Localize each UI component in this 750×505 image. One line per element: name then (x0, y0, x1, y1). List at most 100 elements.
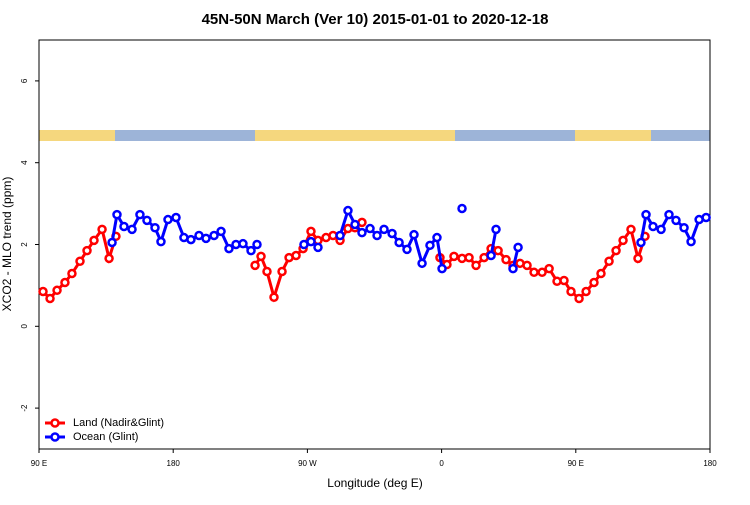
data-point (238, 238, 248, 249)
y-tick-label: 4 (20, 160, 29, 165)
data-point (686, 236, 696, 247)
data-point (464, 252, 474, 263)
chart-title: 45N-50N March (Ver 10) 2015-01-01 to 202… (202, 11, 549, 28)
x-tick-label: 90 E (31, 459, 47, 468)
data-point (394, 237, 404, 248)
map-strip (39, 130, 710, 141)
data-point (537, 267, 547, 278)
data-point (679, 222, 689, 233)
x-tick-label: 90 E (568, 459, 584, 468)
data-point (107, 237, 117, 248)
data-point (508, 263, 518, 274)
data-point (246, 245, 256, 256)
data-point (626, 224, 636, 235)
x-tick-label: 90 W (298, 459, 317, 468)
data-point (52, 285, 62, 296)
data-point (501, 254, 511, 265)
y-tick-label: 0 (20, 324, 29, 329)
data-point (633, 253, 643, 264)
legend-marker (50, 418, 60, 428)
data-point (522, 260, 532, 271)
data-point (216, 226, 226, 237)
data-point (449, 251, 459, 262)
plot-frame (38, 39, 711, 450)
x-tick-label: 0 (439, 459, 444, 468)
y-tick-label: -2 (20, 404, 29, 412)
data-point (142, 215, 152, 226)
data-point (335, 230, 345, 241)
data-point (425, 240, 435, 251)
y-tick-label: 6 (20, 78, 29, 83)
legend-label: Ocean (Glint) (73, 431, 138, 443)
legend-label: Land (Nadir&Glint) (73, 417, 164, 429)
data-point (67, 268, 77, 279)
data-point (596, 268, 606, 279)
data-point (171, 212, 181, 223)
data-point (89, 235, 99, 246)
data-point (486, 250, 496, 261)
data-point (357, 227, 367, 238)
data-point (156, 236, 166, 247)
data-point (97, 224, 107, 235)
data-point (291, 250, 301, 261)
legend-marker (50, 432, 60, 442)
data-point (252, 239, 262, 250)
data-point (544, 263, 554, 274)
data-point (574, 293, 584, 304)
data-point (372, 230, 382, 241)
data-point (277, 266, 287, 277)
data-point (306, 236, 316, 247)
x-axis-label: Longitude (deg E) (327, 476, 422, 490)
data-point (589, 277, 599, 288)
data-point (636, 237, 646, 248)
data-point (387, 228, 397, 239)
data-point (150, 222, 160, 233)
data-point (611, 245, 621, 256)
data-point (656, 224, 666, 235)
data-point (313, 242, 323, 253)
data-point (75, 256, 85, 267)
data-point (224, 243, 234, 254)
data-point (60, 277, 70, 288)
data-point (529, 267, 539, 278)
y-tick-label: 2 (20, 242, 29, 247)
data-point (262, 266, 272, 277)
data-point (82, 245, 92, 256)
y-axis-label: XCO2 - MLO trend (ppm) (0, 177, 14, 312)
data-point (38, 286, 48, 297)
data-point (104, 253, 114, 264)
data-point (566, 286, 576, 297)
data-point (127, 224, 137, 235)
data-point (493, 245, 503, 256)
data-point (671, 215, 681, 226)
data-point (112, 209, 122, 220)
data-point (432, 232, 442, 243)
data-point (135, 209, 145, 220)
data-point (437, 263, 447, 274)
data-point (491, 224, 501, 235)
data-point (641, 209, 651, 220)
x-tick-label: 180 (703, 459, 717, 468)
data-point (350, 219, 360, 230)
data-point (664, 209, 674, 220)
data-point (379, 224, 389, 235)
data-point (701, 212, 711, 223)
data-point (269, 292, 279, 303)
data-point (306, 226, 316, 237)
data-point (343, 205, 353, 216)
data-point (163, 214, 173, 225)
data-point (648, 221, 658, 232)
data-point (201, 233, 211, 244)
data-point (604, 256, 614, 267)
data-point (618, 235, 628, 246)
x-tick-label: 180 (167, 459, 181, 468)
data-point (409, 229, 419, 240)
data-point (45, 293, 55, 304)
data-point (402, 244, 412, 255)
data-point (209, 230, 219, 241)
data-point (186, 234, 196, 245)
data-point (581, 286, 591, 297)
data-point (513, 242, 523, 253)
data-point (457, 203, 467, 214)
